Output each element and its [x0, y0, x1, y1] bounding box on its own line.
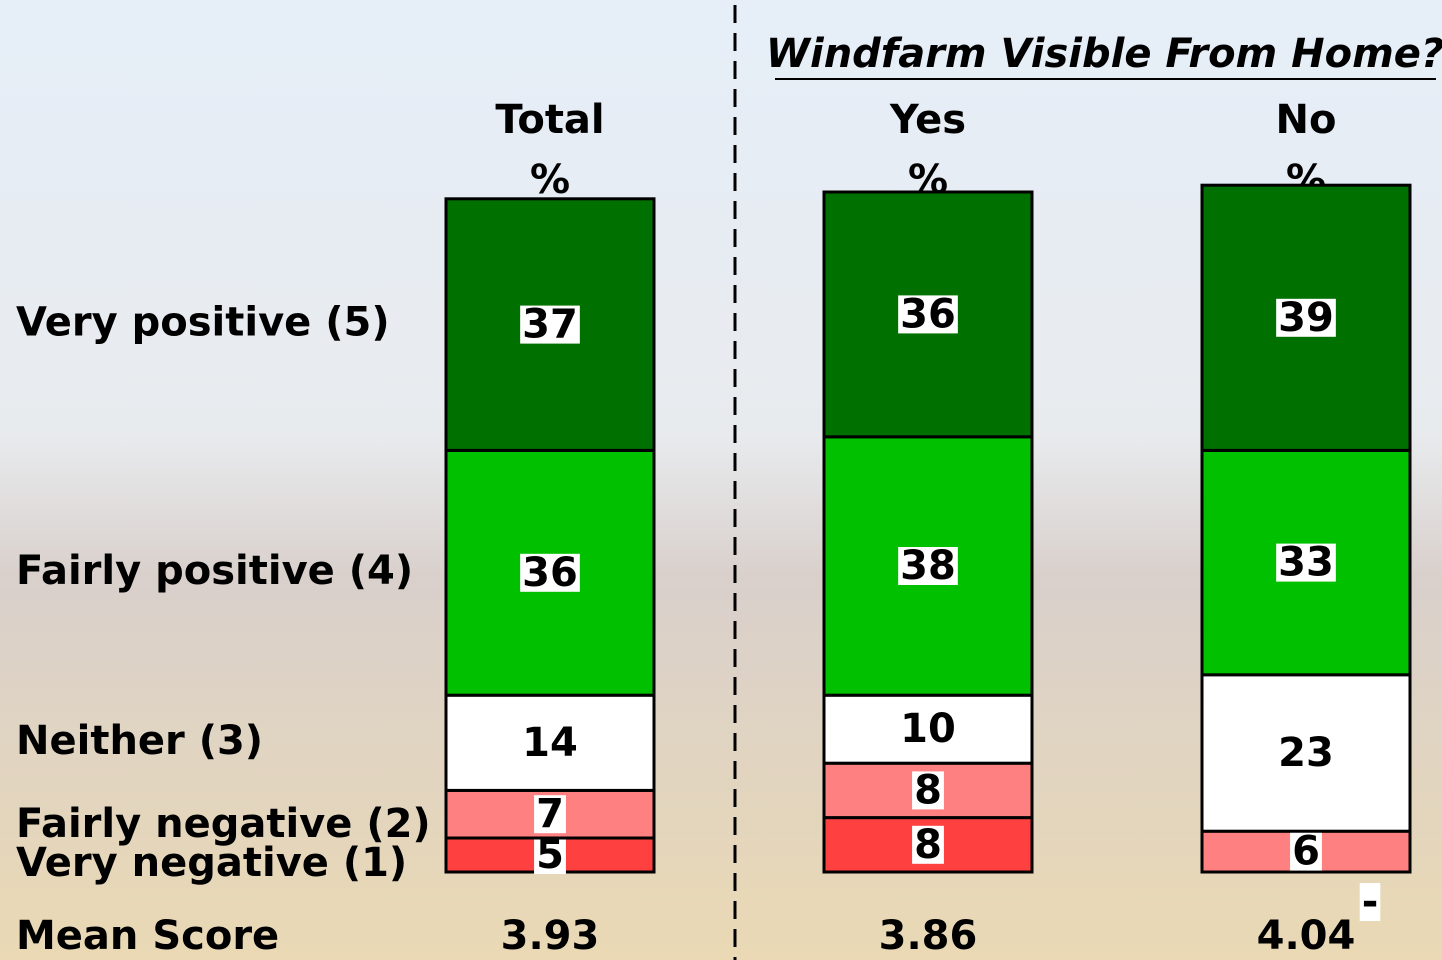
- value-label: 38: [900, 543, 956, 589]
- value-label: 37: [522, 302, 578, 348]
- label-bg: [534, 795, 566, 834]
- label-bg: [912, 771, 944, 810]
- row-label: Neither (3): [16, 718, 263, 764]
- unit-label: %: [530, 157, 570, 203]
- group-title: Windfarm Visible From Home?: [766, 31, 1442, 77]
- bar-segment: [822, 693, 1034, 765]
- label-bg: [1359, 883, 1381, 921]
- value-label: 39: [1278, 295, 1334, 341]
- value-label: -: [1362, 879, 1379, 925]
- row-label: Fairly negative (2): [16, 801, 431, 847]
- label-bg: [520, 305, 580, 344]
- bar-segment: [1200, 673, 1412, 833]
- label-bg: [1276, 543, 1336, 582]
- value-label: 8: [914, 822, 942, 868]
- row-label: Very negative (1): [16, 840, 407, 886]
- value-label: 5: [536, 832, 564, 878]
- row-label: Very positive (5): [16, 300, 390, 346]
- bar-segment: [444, 693, 656, 792]
- column-header: Yes: [889, 97, 966, 143]
- value-label: 33: [1278, 540, 1334, 586]
- mean-score: 3.86: [879, 913, 978, 959]
- value-label: 10: [900, 706, 956, 752]
- bar-segment: [444, 197, 656, 452]
- label-bg: [1290, 832, 1322, 871]
- value-label: 36: [900, 291, 956, 337]
- label-bg: [898, 547, 958, 585]
- value-label: 23: [1278, 730, 1334, 776]
- value-label: 14: [522, 720, 578, 766]
- label-bg: [912, 825, 944, 864]
- column-header: Total: [495, 97, 604, 143]
- label-bg: [520, 553, 580, 592]
- mean-score: 4.04: [1257, 913, 1356, 959]
- row-label: Fairly positive (4): [16, 548, 413, 594]
- value-label: 6: [1292, 829, 1320, 875]
- label-bg: [1276, 298, 1336, 337]
- mean-label: Mean Score: [16, 913, 279, 959]
- label-bg: [898, 295, 958, 334]
- value-label: 36: [522, 550, 578, 596]
- mean-score: 3.93: [501, 913, 600, 959]
- value-label: 8: [914, 767, 942, 813]
- column-header: No: [1276, 97, 1337, 143]
- label-bg: [534, 836, 566, 874]
- value-label: 7: [536, 791, 564, 837]
